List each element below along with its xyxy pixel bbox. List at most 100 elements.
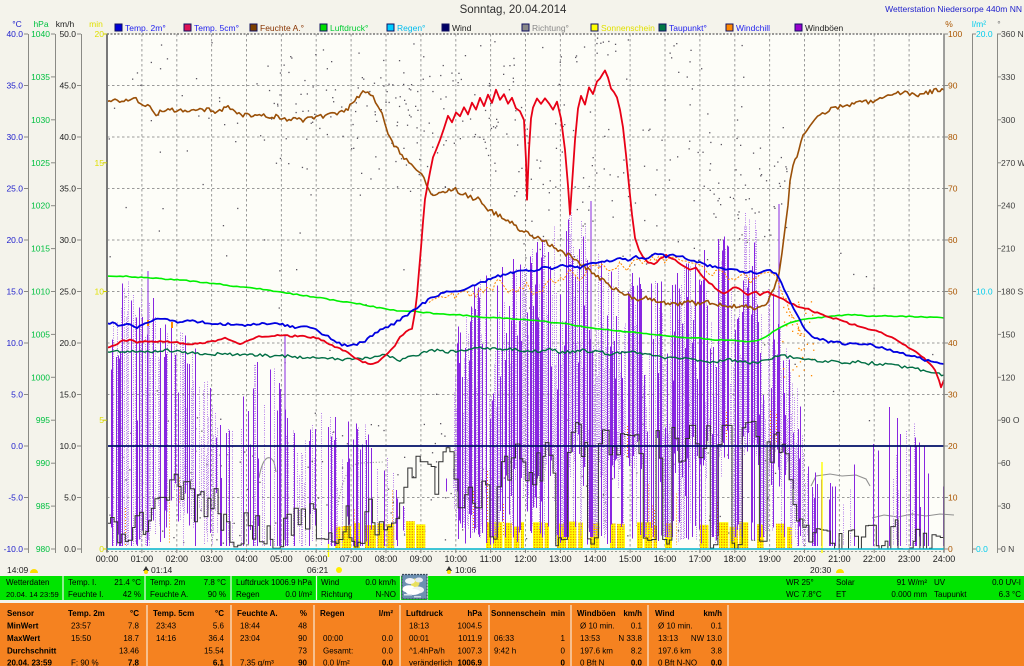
svg-text:70: 70 [948, 184, 958, 194]
svg-text:23:57: 23:57 [71, 622, 92, 631]
svg-text:N-NO: N-NO [376, 590, 396, 599]
svg-text:Windchill: Windchill [736, 23, 770, 33]
svg-text:0.0: 0.0 [631, 659, 643, 666]
svg-text:0 N: 0 N [1001, 544, 1014, 554]
svg-text:05:00: 05:00 [270, 554, 293, 564]
svg-text:40: 40 [948, 338, 958, 348]
svg-text:Solar: Solar [836, 578, 855, 587]
svg-text:10.0: 10.0 [976, 287, 993, 297]
svg-text:Feuchte A.: Feuchte A. [237, 609, 278, 618]
svg-text:15.0: 15.0 [59, 390, 76, 400]
svg-text:0.0 l/m²: 0.0 l/m² [285, 590, 312, 599]
svg-text:WC 7.8°C: WC 7.8°C [786, 590, 822, 599]
svg-text:0.0: 0.0 [976, 544, 988, 554]
svg-text:0.0 km/h: 0.0 km/h [365, 578, 396, 587]
svg-text:90: 90 [298, 634, 307, 643]
svg-text:120: 120 [1001, 372, 1015, 382]
svg-text:10.0: 10.0 [59, 441, 76, 451]
svg-text:13:13: 13:13 [658, 634, 679, 643]
svg-text:06:00: 06:00 [305, 554, 328, 564]
svg-text:07:00: 07:00 [340, 554, 363, 564]
svg-text:90: 90 [298, 659, 307, 666]
svg-text:18:13: 18:13 [409, 622, 430, 631]
svg-text:0.0 l/m²: 0.0 l/m² [323, 659, 350, 666]
svg-text:06:21: 06:21 [307, 565, 329, 575]
svg-text:15: 15 [95, 158, 105, 168]
svg-text:Richtung: Richtung [321, 590, 353, 599]
svg-text:18.7: 18.7 [123, 634, 139, 643]
svg-text:13:53: 13:53 [580, 634, 601, 643]
svg-text:210: 210 [1001, 244, 1015, 254]
svg-text:04:00: 04:00 [235, 554, 258, 564]
svg-text:0 Bft N-NO: 0 Bft N-NO [658, 659, 697, 666]
svg-text:10: 10 [95, 287, 105, 297]
svg-text:Temp. 5cm: Temp. 5cm [153, 609, 194, 618]
svg-text:Temp. 2m: Temp. 2m [68, 609, 105, 618]
svg-text:km/h: km/h [56, 19, 75, 29]
svg-text:0: 0 [561, 659, 566, 666]
svg-text:7.35 g/m³: 7.35 g/m³ [240, 659, 274, 666]
svg-text:min: min [89, 19, 103, 29]
svg-text:0.0: 0.0 [64, 544, 76, 554]
svg-text:300: 300 [1001, 115, 1015, 125]
svg-text:360 N: 360 N [1001, 29, 1024, 39]
svg-text:0: 0 [948, 544, 953, 554]
svg-text:Temp. 5cm°: Temp. 5cm° [194, 23, 239, 33]
svg-text:01:00: 01:00 [131, 554, 154, 564]
svg-text:30.0: 30.0 [6, 132, 23, 142]
svg-text:73: 73 [298, 647, 307, 656]
svg-text:197.6 km: 197.6 km [580, 647, 613, 656]
svg-text:995: 995 [36, 415, 50, 425]
svg-text:0.0: 0.0 [711, 659, 723, 666]
svg-text:0.000 mm: 0.000 mm [891, 590, 927, 599]
svg-text:1025: 1025 [31, 158, 50, 168]
svg-text:35.0: 35.0 [59, 184, 76, 194]
svg-text:0.1: 0.1 [631, 622, 643, 631]
svg-text:990: 990 [36, 458, 50, 468]
svg-text:0.0: 0.0 [382, 647, 394, 656]
svg-text:20:00: 20:00 [793, 554, 816, 564]
svg-text:50: 50 [948, 287, 958, 297]
svg-text:15.54: 15.54 [204, 647, 225, 656]
svg-text:Sonnenschein: Sonnenschein [601, 23, 655, 33]
svg-text:1010: 1010 [31, 287, 50, 297]
svg-text:Sensor: Sensor [7, 609, 34, 618]
svg-text:Ø 10 min.: Ø 10 min. [580, 622, 615, 631]
svg-text:0.0: 0.0 [382, 659, 394, 666]
svg-text:Feuchte I.: Feuchte I. [68, 590, 104, 599]
svg-text:19:00: 19:00 [758, 554, 781, 564]
svg-text:15.0: 15.0 [6, 287, 23, 297]
svg-text:13.46: 13.46 [119, 647, 140, 656]
svg-text:240: 240 [1001, 201, 1015, 211]
svg-text:197.6 km: 197.6 km [658, 647, 691, 656]
svg-text:23:04: 23:04 [240, 634, 261, 643]
svg-text:Temp. 2m°: Temp. 2m° [125, 23, 166, 33]
svg-text:90 O: 90 O [1001, 415, 1020, 425]
svg-text:1004.5: 1004.5 [458, 622, 483, 631]
svg-text:Gesamt:: Gesamt: [323, 647, 353, 656]
svg-text:45.0: 45.0 [59, 81, 76, 91]
svg-text:Temp. I.: Temp. I. [68, 578, 96, 587]
svg-text:980: 980 [36, 544, 50, 554]
svg-text:1035: 1035 [31, 72, 50, 82]
svg-text:Luftdruck°: Luftdruck° [330, 23, 368, 33]
svg-text:08:00: 08:00 [375, 554, 398, 564]
svg-text:Feuchte A.: Feuchte A. [150, 590, 188, 599]
svg-text:°: ° [997, 19, 1000, 29]
svg-text:30: 30 [1001, 501, 1011, 511]
svg-text:1007.3: 1007.3 [458, 647, 483, 656]
svg-text:MaxWert: MaxWert [7, 634, 41, 643]
svg-text:F: 90 %: F: 90 % [71, 659, 99, 666]
svg-text:30.0: 30.0 [59, 235, 76, 245]
svg-text:18:44: 18:44 [240, 622, 261, 631]
svg-text:25.0: 25.0 [6, 184, 23, 194]
svg-text:Regen°: Regen° [397, 23, 425, 33]
svg-text:Temp. 2m: Temp. 2m [150, 578, 185, 587]
svg-text:10: 10 [948, 493, 958, 503]
svg-text:7.8 °C: 7.8 °C [204, 578, 227, 587]
svg-text:60: 60 [948, 235, 958, 245]
svg-text:00:00: 00:00 [96, 554, 119, 564]
svg-text:23:43: 23:43 [156, 622, 177, 631]
svg-text:14:16: 14:16 [156, 634, 177, 643]
svg-text:hPa: hPa [33, 19, 48, 29]
